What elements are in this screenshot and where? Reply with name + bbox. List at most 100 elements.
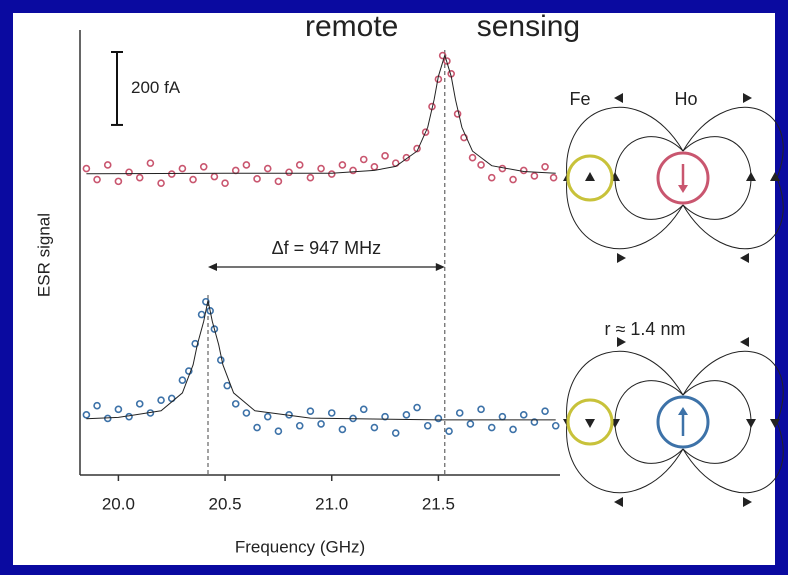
ho-spin-head — [678, 407, 688, 415]
x-tick-label: 21.5 — [422, 494, 455, 513]
data-point — [210, 172, 219, 181]
data-point — [370, 162, 379, 171]
data-point — [306, 407, 315, 415]
fit-curve — [86, 53, 556, 175]
data-point — [519, 166, 528, 175]
delta-label: Δf = 947 MHz — [272, 238, 382, 258]
data-point — [317, 164, 325, 173]
distance-label: r ≈ 1.4 nm — [605, 319, 686, 339]
field-arrow — [770, 172, 780, 181]
data-point — [146, 159, 155, 167]
data-point — [103, 161, 112, 169]
data-point — [157, 179, 165, 187]
data-point — [253, 423, 261, 432]
data-point — [455, 409, 464, 417]
field-arrow — [746, 419, 756, 428]
data-point — [327, 409, 336, 417]
data-point — [167, 170, 176, 178]
data-point — [338, 161, 347, 169]
data-point — [549, 173, 558, 182]
data-point — [477, 405, 485, 414]
data-point — [125, 168, 133, 177]
field-arrow — [746, 172, 756, 181]
data-point — [509, 175, 517, 184]
data-point — [349, 166, 357, 175]
fe-label: Fe — [569, 89, 590, 109]
data-point — [263, 412, 272, 421]
data-point — [217, 356, 225, 364]
fit-curve — [86, 300, 556, 421]
data-point — [285, 168, 293, 177]
x-tick-label: 21.0 — [315, 494, 348, 513]
data-point — [135, 173, 144, 182]
data-point — [242, 161, 251, 169]
data-point — [231, 400, 240, 408]
data-point — [242, 409, 251, 417]
data-point — [295, 421, 304, 430]
panel — [13, 13, 775, 565]
data-point — [541, 407, 549, 415]
data-point — [114, 405, 123, 414]
data-point — [125, 412, 133, 421]
data-point — [468, 153, 477, 162]
field-arrow — [617, 253, 626, 263]
field-arrow — [740, 337, 749, 347]
data-point — [306, 173, 315, 182]
data-point — [114, 177, 123, 186]
field-arrow — [770, 419, 780, 428]
data-point — [359, 405, 368, 414]
data-point — [157, 396, 165, 405]
field-arrow — [740, 253, 749, 263]
data-point — [466, 420, 475, 428]
data-point — [93, 175, 101, 184]
data-point — [487, 423, 496, 432]
field-arrow — [743, 93, 752, 103]
data-point — [82, 164, 91, 173]
data-point — [509, 425, 517, 434]
data-point — [530, 172, 539, 180]
data-point — [391, 429, 400, 437]
data-point — [223, 381, 231, 390]
data-point — [445, 427, 453, 436]
data-point — [402, 153, 411, 162]
data-point — [221, 179, 229, 187]
data-point — [231, 166, 240, 175]
data-point — [263, 164, 272, 173]
x-tick-label: 20.0 — [102, 494, 135, 513]
scale-bar-label: 200 fA — [131, 78, 181, 97]
data-point — [487, 173, 496, 182]
data-point — [199, 162, 208, 171]
y-axis-label: ESR signal — [34, 213, 53, 297]
data-point — [191, 339, 199, 348]
field-arrow — [614, 93, 623, 103]
ho-label: Ho — [674, 89, 697, 109]
data-point — [359, 155, 368, 164]
data-point — [274, 427, 283, 436]
x-tick-label: 20.5 — [209, 494, 242, 513]
x-axis-label: Frequency (GHz) — [235, 537, 365, 556]
data-point — [295, 161, 304, 169]
arrow-head — [208, 263, 217, 271]
chart-title: remote sensing — [305, 10, 580, 43]
data-point — [189, 175, 197, 184]
data-point — [253, 175, 261, 183]
field-arrow — [743, 497, 752, 507]
data-point — [434, 414, 443, 423]
data-point — [423, 421, 432, 430]
fe-arrow — [585, 419, 595, 428]
data-point — [274, 177, 283, 186]
data-point — [381, 152, 389, 160]
fe-arrow — [585, 172, 595, 181]
data-point — [327, 170, 336, 178]
data-point — [135, 400, 144, 408]
data-point — [519, 411, 528, 419]
arrow-head — [435, 263, 445, 271]
data-point — [413, 403, 421, 412]
data-point — [93, 401, 101, 410]
data-point — [541, 162, 549, 171]
data-point — [530, 418, 539, 426]
data-point — [103, 414, 112, 423]
data-point — [178, 376, 187, 384]
data-point — [197, 310, 206, 319]
